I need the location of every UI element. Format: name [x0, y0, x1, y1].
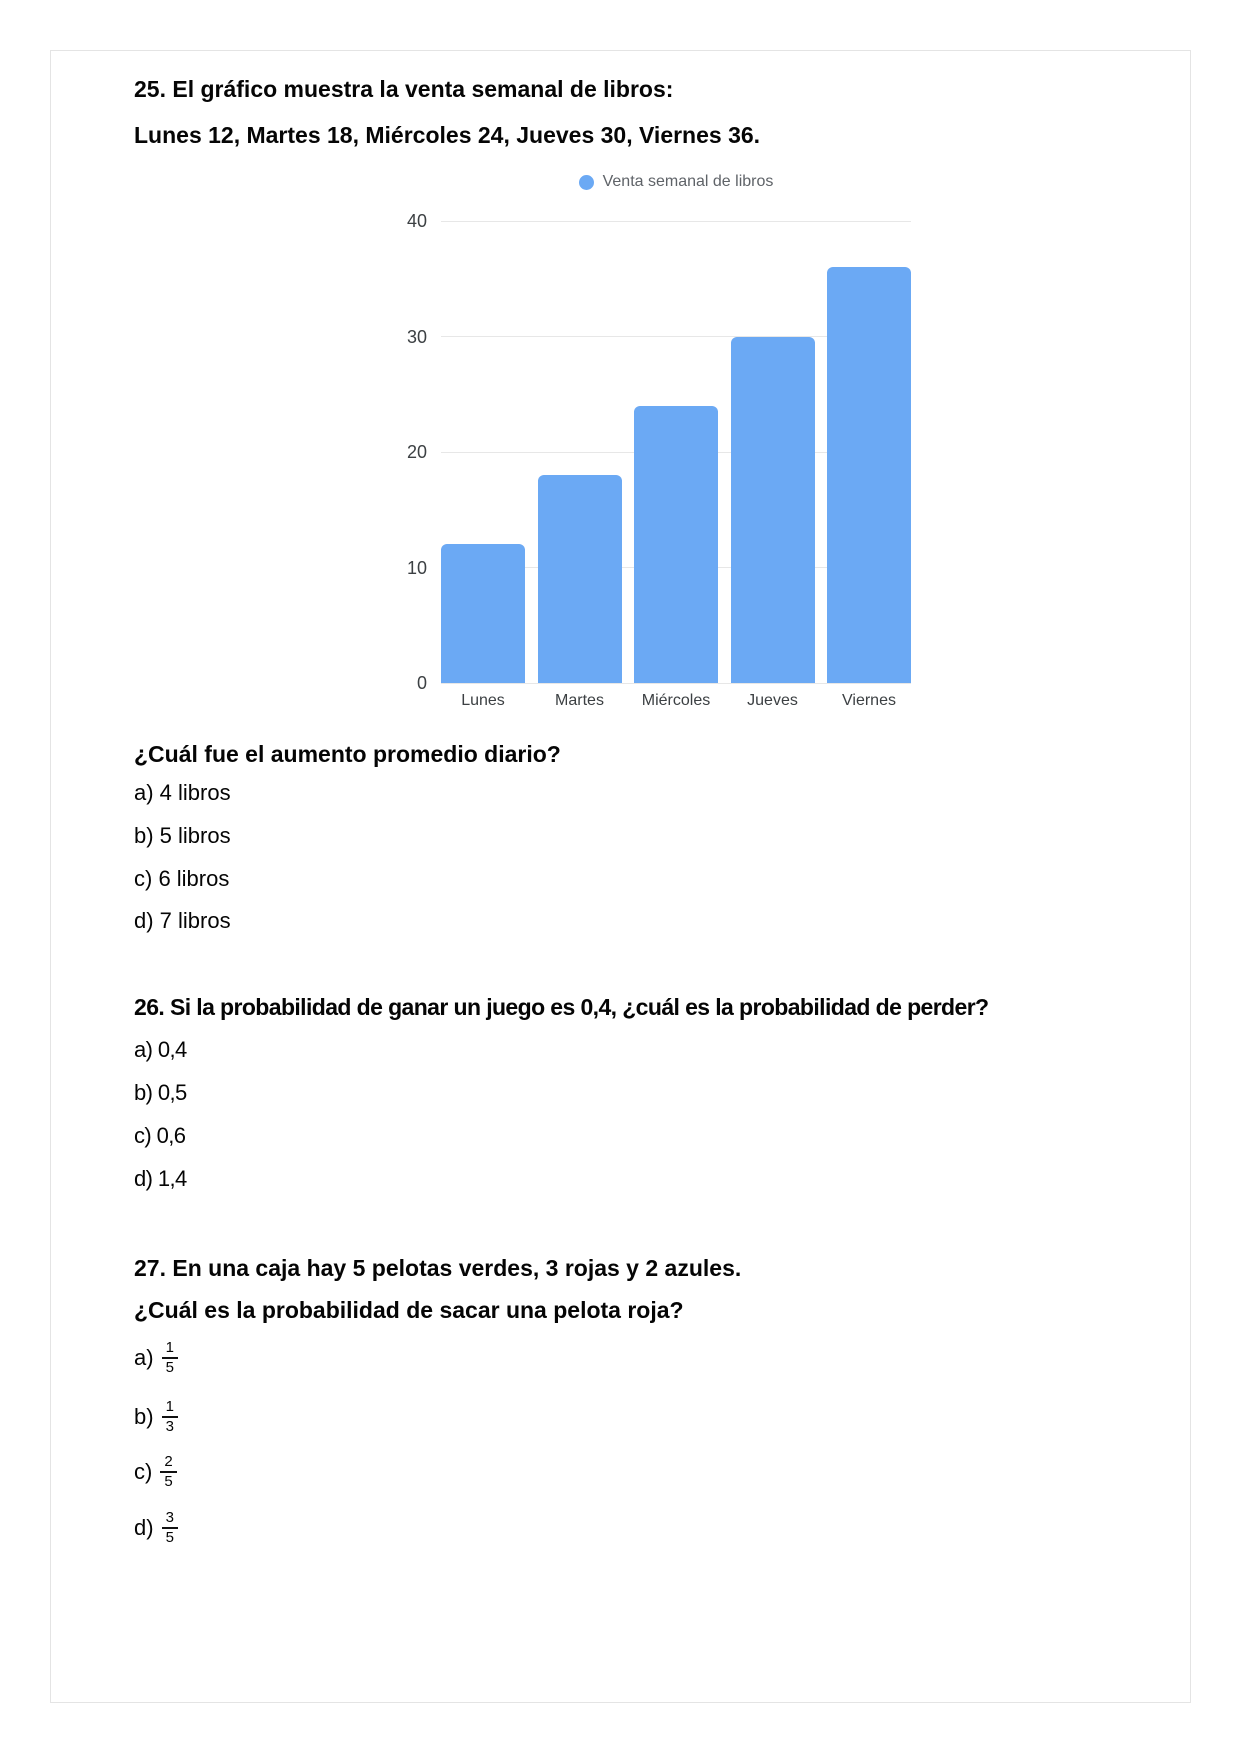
y-gridline — [441, 220, 911, 222]
legend-series-label: Venta semanal de libros — [602, 173, 774, 190]
x-axis-label: Miércoles — [641, 692, 711, 709]
q27-option-c-label: c) — [134, 1459, 153, 1484]
q25-option-b: b) 5 libros — [134, 823, 231, 848]
y-axis-tick-label: 40 — [406, 211, 427, 231]
q27-title-line2: ¿Cuál es la probabilidad de sacar una pe… — [134, 1297, 684, 1323]
q27-option-b-fraction: 1 3 — [161, 1398, 178, 1436]
fraction-denominator: 5 — [160, 1471, 177, 1491]
fraction-denominator: 5 — [161, 1527, 178, 1547]
bar-jueves — [730, 336, 815, 683]
q26-option-d: d) 1,4 — [134, 1166, 187, 1191]
x-axis-label: Jueves — [747, 692, 798, 709]
q25-title-line1: 25. El gráfico muestra la venta semanal … — [134, 76, 674, 102]
q27-option-a-label: a) — [134, 1345, 154, 1370]
q27-option-b-label: b) — [134, 1404, 154, 1429]
bar-lunes — [441, 544, 525, 683]
y-axis-tick-label: 0 — [416, 673, 427, 693]
y-axis-tick-label: 10 — [406, 557, 427, 578]
chart-plot-area: 0 10 20 30 40 Lunes Martes Miércoles Jueves Viern… — [407, 211, 911, 709]
q27-option-d-fraction: 3 5 — [161, 1509, 178, 1547]
q27-option-b: b) 1 3 — [134, 1394, 178, 1440]
q26-option-c: c) 0,6 — [134, 1123, 186, 1148]
q25-title-line2: Lunes 12, Martes 18, Miércoles 24, Jueve… — [134, 122, 761, 148]
y-axis-tick-label: 20 — [406, 442, 427, 462]
q27-option-a: a) 1 5 — [134, 1335, 178, 1381]
bar-miércoles — [634, 405, 718, 683]
q27-option-d-label: d) — [134, 1515, 154, 1540]
q27-title-line1: 27. En una caja hay 5 pelotas verdes, 3 … — [134, 1255, 742, 1281]
fraction-numerator: 3 — [165, 1509, 174, 1526]
q26-title: 26. Si la probabilidad de ganar un juego… — [134, 994, 989, 1020]
bar-viernes — [827, 267, 911, 683]
fraction-denominator: 3 — [161, 1416, 178, 1436]
fraction-numerator: 2 — [164, 1453, 173, 1470]
y-gridline — [441, 682, 911, 684]
q26-option-b: b) 0,5 — [134, 1080, 187, 1105]
x-axis-label: Martes — [555, 692, 604, 709]
q27-option-d: d) 3 5 — [134, 1505, 178, 1551]
q27-option-c-fraction: 2 5 — [160, 1453, 177, 1491]
x-axis-label: Lunes — [461, 692, 505, 709]
q27-option-c: c) 2 5 — [134, 1449, 177, 1495]
q25-option-a: a) 4 libros — [134, 780, 231, 805]
q25-option-c: c) 6 libros — [134, 866, 230, 891]
fraction-numerator: 1 — [165, 1339, 174, 1356]
chart-legend: Venta semanal de libros — [441, 173, 911, 191]
x-axis-label: Viernes — [842, 692, 896, 709]
legend-series-dot-icon — [578, 174, 594, 190]
q27-option-a-fraction: 1 5 — [161, 1339, 178, 1377]
q25-option-d: d) 7 libros — [134, 908, 231, 933]
y-gridline — [441, 336, 911, 337]
q25-question: ¿Cuál fue el aumento promedio diario? — [134, 741, 561, 767]
bar-martes — [537, 475, 622, 683]
exam-page: 25. El gráfico muestra la venta semanal … — [50, 50, 1191, 1703]
fraction-denominator: 5 — [161, 1357, 178, 1377]
y-axis-tick-label: 30 — [406, 326, 427, 347]
q26-option-a: a) 0,4 — [134, 1037, 187, 1062]
fraction-numerator: 1 — [165, 1398, 174, 1415]
